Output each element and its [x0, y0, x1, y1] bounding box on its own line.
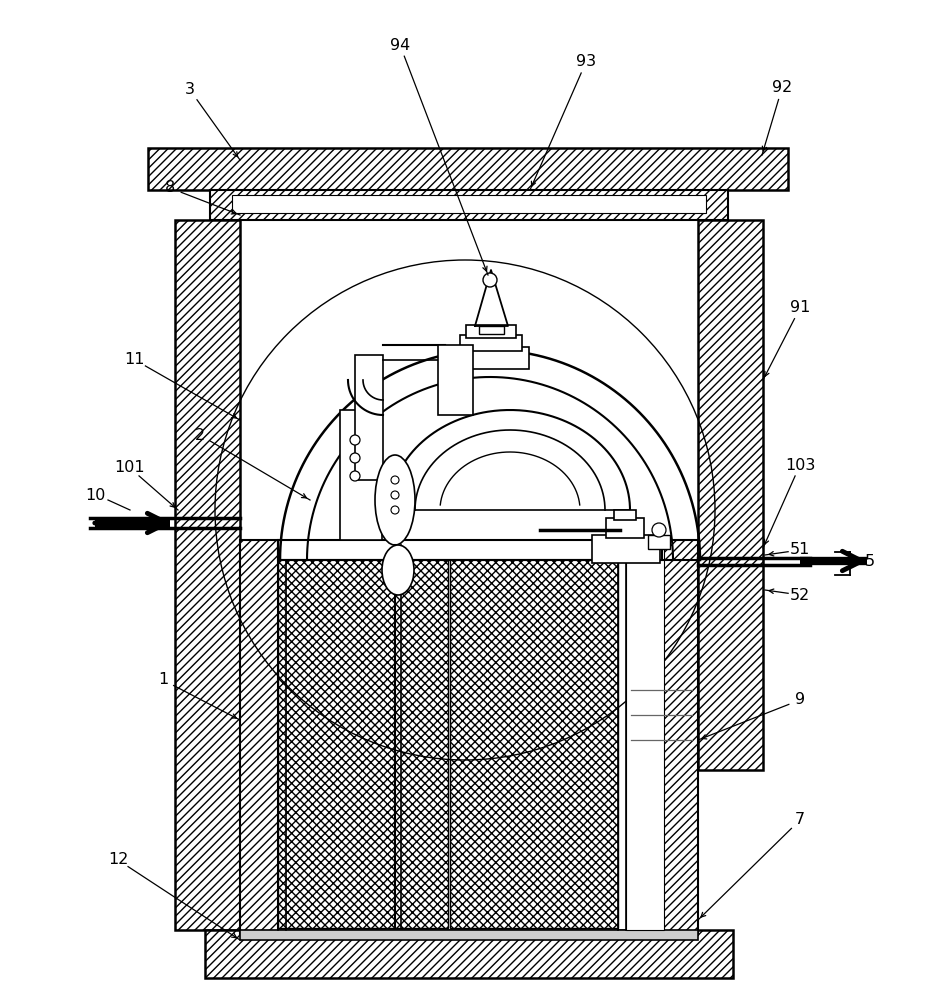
Bar [210, 190, 728, 220]
Circle shape [391, 506, 399, 514]
Circle shape [391, 476, 399, 484]
Circle shape [483, 273, 497, 287]
Bar [205, 930, 733, 978]
Bar [340, 410, 382, 540]
Text: 2: 2 [195, 428, 205, 442]
Bar [450, 548, 618, 928]
Ellipse shape [382, 545, 414, 595]
Text: 93: 93 [576, 54, 596, 70]
Text: 101: 101 [115, 460, 145, 476]
Text: 5: 5 [865, 554, 875, 570]
Ellipse shape [375, 455, 415, 545]
Bar [606, 518, 644, 538]
Text: 8: 8 [165, 180, 175, 196]
Bar [278, 540, 662, 560]
Bar [466, 325, 516, 338]
Bar [240, 540, 278, 935]
Circle shape [391, 491, 399, 499]
Text: 3: 3 [185, 83, 195, 98]
Text: 7: 7 [795, 812, 805, 828]
Bar [240, 930, 698, 940]
Bar [479, 326, 504, 334]
Bar [438, 345, 473, 415]
Text: 12: 12 [108, 852, 128, 867]
Bar [148, 148, 788, 190]
Text: 10: 10 [85, 488, 105, 502]
Circle shape [350, 435, 360, 445]
Text: 1: 1 [158, 672, 168, 688]
Bar [614, 510, 636, 520]
Text: 51: 51 [790, 542, 811, 558]
Circle shape [350, 471, 360, 481]
Circle shape [652, 523, 666, 537]
Text: 103: 103 [784, 458, 815, 473]
Circle shape [350, 453, 360, 463]
Bar [648, 535, 670, 549]
Bar [626, 548, 664, 930]
Bar [698, 220, 763, 770]
Bar [453, 347, 529, 369]
Bar [460, 335, 522, 351]
Bar [278, 548, 448, 928]
Bar [355, 355, 383, 480]
Bar [175, 220, 240, 930]
Text: 9: 9 [795, 692, 805, 708]
Bar [232, 195, 706, 213]
Text: 11: 11 [124, 353, 145, 367]
Bar [592, 535, 660, 563]
Text: 91: 91 [790, 300, 811, 316]
Text: 92: 92 [772, 81, 792, 96]
Bar [660, 540, 698, 935]
Text: 52: 52 [790, 587, 811, 602]
Text: 94: 94 [390, 37, 410, 52]
Bar [278, 540, 618, 552]
